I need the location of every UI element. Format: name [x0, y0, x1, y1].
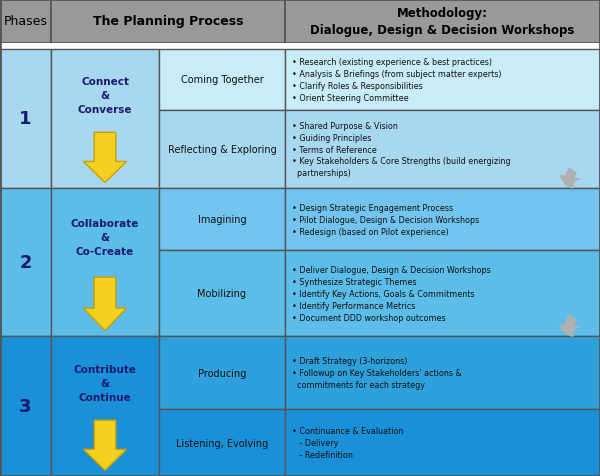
Text: 1: 1 — [19, 110, 32, 128]
Text: Mobilizing: Mobilizing — [197, 289, 247, 299]
Text: • Shared Purpose & Vision
• Guiding Principles
• Terms of Reference
• Key Stakeh: • Shared Purpose & Vision • Guiding Prin… — [292, 122, 511, 178]
FancyArrowPatch shape — [560, 316, 579, 337]
Bar — [285, 337, 600, 409]
Text: Connect
&
Converse: Connect & Converse — [78, 77, 132, 114]
Bar — [159, 188, 285, 251]
Polygon shape — [83, 278, 127, 331]
Bar — [159, 409, 285, 476]
Bar — [285, 50, 600, 111]
Bar — [285, 188, 600, 251]
Text: Contribute
&
Continue: Contribute & Continue — [74, 364, 137, 402]
Text: Listening, Evolving: Listening, Evolving — [176, 437, 268, 447]
Bar — [285, 409, 600, 476]
Text: Phases: Phases — [4, 15, 47, 29]
Bar — [285, 0, 600, 44]
Bar — [159, 50, 285, 111]
Bar — [159, 111, 285, 188]
Text: • Design Strategic Engagement Process
• Pilot Dialogue, Design & Decision Worksh: • Design Strategic Engagement Process • … — [292, 204, 479, 236]
Text: • Research (existing experience & best practices)
• Analysis & Briefings (from s: • Research (existing experience & best p… — [292, 58, 502, 102]
Bar — [0, 0, 51, 44]
Text: Imagining: Imagining — [197, 215, 247, 225]
Bar — [51, 188, 159, 337]
Polygon shape — [83, 420, 127, 470]
Bar — [159, 251, 285, 337]
Bar — [0, 50, 51, 188]
Bar — [0, 188, 51, 337]
Text: 2: 2 — [19, 254, 32, 272]
Text: 3: 3 — [19, 397, 32, 416]
FancyArrowPatch shape — [560, 169, 579, 188]
Text: The Planning Process: The Planning Process — [93, 15, 243, 29]
Bar — [0, 337, 51, 476]
Text: Reflecting & Exploring: Reflecting & Exploring — [167, 145, 277, 155]
Bar — [285, 111, 600, 188]
Polygon shape — [83, 133, 127, 183]
Bar — [0, 44, 600, 50]
Bar — [159, 337, 285, 409]
Text: • Continuance & Evaluation
   - Delivery
   - Redefinition: • Continuance & Evaluation - Delivery - … — [292, 426, 404, 459]
Text: • Draft Strategy (3-horizons)
• Followup on Key Stakeholders' actions &
  commit: • Draft Strategy (3-horizons) • Followup… — [292, 357, 462, 389]
Bar — [285, 251, 600, 337]
Text: Collaborate
&
Co-Create: Collaborate & Co-Create — [71, 218, 139, 257]
Bar — [51, 337, 159, 476]
Text: Methodology:
Dialogue, Design & Decision Workshops: Methodology: Dialogue, Design & Decision… — [310, 7, 575, 37]
Text: Producing: Producing — [198, 368, 246, 378]
Text: Coming Together: Coming Together — [181, 75, 263, 85]
Bar — [51, 0, 285, 44]
Text: • Deliver Dialogue, Design & Decision Workshops
• Synthesize Strategic Themes
• : • Deliver Dialogue, Design & Decision Wo… — [292, 266, 491, 322]
Bar — [51, 50, 159, 188]
